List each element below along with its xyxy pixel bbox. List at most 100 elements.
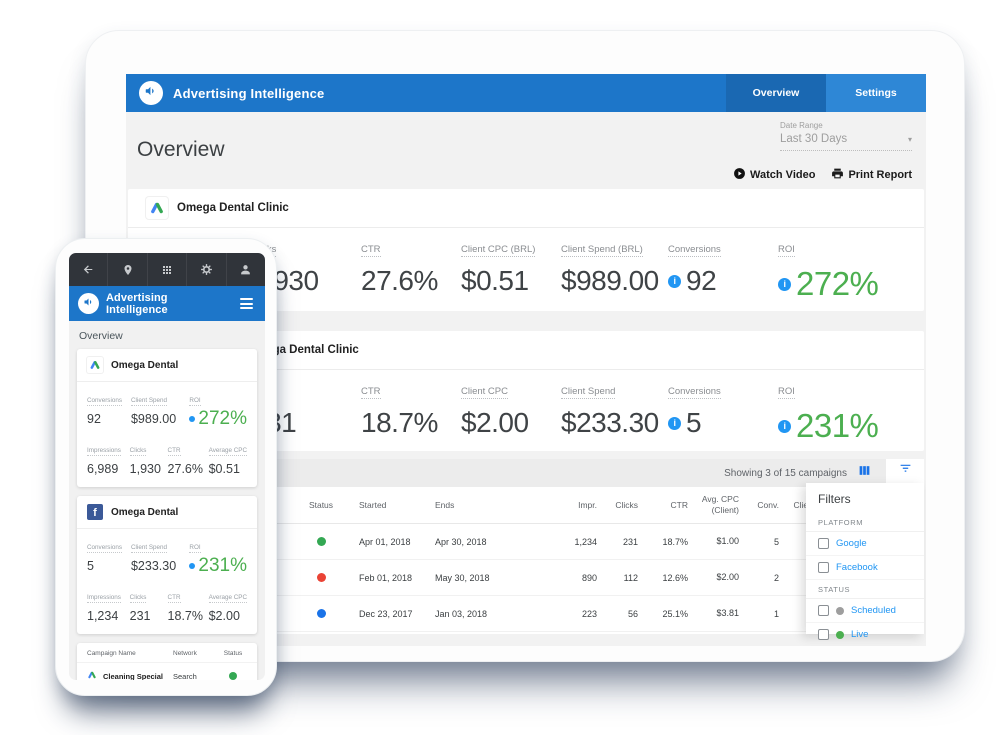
status-dot xyxy=(229,672,237,680)
date-range-select[interactable]: Last 30 Days ▾ xyxy=(780,130,912,151)
checkbox[interactable] xyxy=(818,629,829,640)
app-logo xyxy=(139,81,163,105)
info-dot-icon[interactable] xyxy=(189,563,196,569)
funnel-icon xyxy=(898,462,913,480)
status-dot xyxy=(836,630,844,639)
account-header: Omega Dental Clinic xyxy=(128,189,924,228)
checkbox[interactable] xyxy=(818,605,829,616)
metric-label: Conversions xyxy=(668,386,721,399)
metric-label: Client Spend xyxy=(561,386,616,399)
phone-status-bar xyxy=(69,253,265,286)
status-dot xyxy=(316,573,326,582)
metric-label: ROI xyxy=(778,386,795,399)
metric-client-spend: Client Spend $233.30 xyxy=(130,544,177,573)
print-report-label: Print Report xyxy=(848,169,912,181)
mini-table-row[interactable]: Cleaning Special Search xyxy=(77,662,257,680)
filter-label: Scheduled xyxy=(851,605,896,616)
gear-icon[interactable] xyxy=(187,253,227,286)
phone-campaigns-card: Campaign Name Network Status Cleaning Sp… xyxy=(77,643,257,680)
phone-account-card-google: Omega Dental Conversions 92 Client Spend… xyxy=(77,349,257,487)
checkbox[interactable] xyxy=(818,538,829,549)
page-header: Overview Date Range Last 30 Days ▾ Watch… xyxy=(126,112,926,189)
metric-value: 92 xyxy=(686,265,717,296)
info-icon[interactable]: i xyxy=(778,419,791,433)
watch-video-label: Watch Video xyxy=(750,169,816,181)
metric-label: ROI xyxy=(778,244,795,257)
tablet-app-bar: Advertising Intelligence Overview Settin… xyxy=(126,74,926,112)
metric-value: 231% xyxy=(198,555,247,576)
metric-value: 18.7% xyxy=(361,407,438,438)
google-ads-icon xyxy=(146,197,168,219)
column-view-icon[interactable] xyxy=(857,464,872,482)
filter-option-live[interactable]: Live xyxy=(806,623,924,646)
metric-value: 27.6% xyxy=(361,265,438,296)
metric-label: Client Spend (BRL) xyxy=(561,244,643,257)
print-report-button[interactable]: Print Report xyxy=(831,167,912,183)
filter-label: Facebook xyxy=(836,562,878,573)
metric-ctr: CTR 27.6% xyxy=(167,447,203,476)
filter-label: Live xyxy=(851,629,869,640)
campaign-network: Search xyxy=(173,671,197,681)
person-icon[interactable] xyxy=(227,253,265,286)
tab-settings[interactable]: Settings xyxy=(826,74,926,112)
metric-label: Client CPC (BRL) xyxy=(461,244,536,257)
info-icon[interactable]: i xyxy=(778,277,791,291)
date-range-label: Date Range xyxy=(780,121,823,130)
filter-funnel-button[interactable] xyxy=(886,459,924,483)
account-header: f Omega Dental xyxy=(77,496,257,529)
facebook-icon: f xyxy=(87,504,103,520)
back-arrow-icon[interactable] xyxy=(69,253,109,286)
phone-body: Overview Omega Dental Conversions 92 xyxy=(69,321,265,680)
metric-conversions: Conversions i 92 xyxy=(668,239,778,303)
metric-conversions: Conversions i 5 xyxy=(668,381,778,445)
metric-ctr: CTR 18.7% xyxy=(167,594,203,623)
location-pin-icon[interactable] xyxy=(108,253,148,286)
phone-section-title: Overview xyxy=(79,330,123,342)
col-clicks: Clicks xyxy=(615,500,638,510)
hamburger-menu-icon[interactable] xyxy=(237,295,256,312)
metric-impressions: Impressions 1,234 xyxy=(87,594,121,623)
phone-app-bar: Advertising Intelligence xyxy=(69,286,265,321)
metric-value: 272% xyxy=(198,408,247,429)
page-title: Overview xyxy=(137,138,225,161)
status-dot xyxy=(316,537,326,546)
metric-label: CTR xyxy=(361,244,381,257)
filter-option-scheduled[interactable]: Scheduled xyxy=(806,599,924,623)
table-summary: Showing 3 of 15 campaigns xyxy=(724,467,847,479)
app-grid-icon[interactable] xyxy=(148,253,188,286)
account-metrics: Conversions 5 Client Spend $233.30 ROI 2… xyxy=(77,529,257,634)
watch-video-button[interactable]: Watch Video xyxy=(733,167,815,183)
checkbox[interactable] xyxy=(818,562,829,573)
account-header: Omega Dental xyxy=(77,349,257,382)
metric-average-cpc: Average CPC $2.00 xyxy=(208,594,247,623)
app-title: Advertising Intelligence xyxy=(106,291,168,316)
tab-overview[interactable]: Overview xyxy=(726,74,826,112)
account-metrics: Conversions 92 Client Spend $989.00 ROI … xyxy=(77,382,257,487)
info-dot-icon[interactable] xyxy=(189,416,196,422)
campaign-name: Cleaning Special xyxy=(103,671,164,681)
metric-conversions: Conversions 5 xyxy=(87,544,122,573)
date-range-value: Last 30 Days xyxy=(780,133,848,145)
app-title: Advertising Intelligence xyxy=(173,85,325,101)
col-network: Network xyxy=(173,650,197,657)
google-ads-icon xyxy=(87,357,103,373)
play-circle-icon xyxy=(733,167,746,183)
google-ads-icon xyxy=(87,670,97,680)
metric-ctr: CTR 27.6% xyxy=(361,239,461,303)
filter-option-facebook[interactable]: Facebook xyxy=(806,556,924,580)
phone-screen: Advertising Intelligence Overview Omega … xyxy=(69,253,265,680)
metric-value: $233.30 xyxy=(561,407,659,438)
metric-average-cpc: Average CPC $0.51 xyxy=(208,447,247,476)
metric-clicks: Clicks 231 xyxy=(129,594,151,623)
metric-label: Client CPC xyxy=(461,386,508,399)
metric-impressions: Impressions 6,989 xyxy=(87,447,121,476)
info-icon[interactable]: i xyxy=(668,416,681,430)
info-icon[interactable]: i xyxy=(668,274,681,288)
metric-value: 5 xyxy=(686,407,702,438)
filter-option-google[interactable]: Google xyxy=(806,532,924,556)
chevron-down-icon: ▾ xyxy=(907,134,912,144)
metric-ctr: CTR 18.7% xyxy=(361,381,461,445)
metric-roi: ROI 231% xyxy=(189,544,247,576)
col-ctr: CTR xyxy=(670,500,688,510)
metric-roi: ROI 272% xyxy=(189,397,247,429)
